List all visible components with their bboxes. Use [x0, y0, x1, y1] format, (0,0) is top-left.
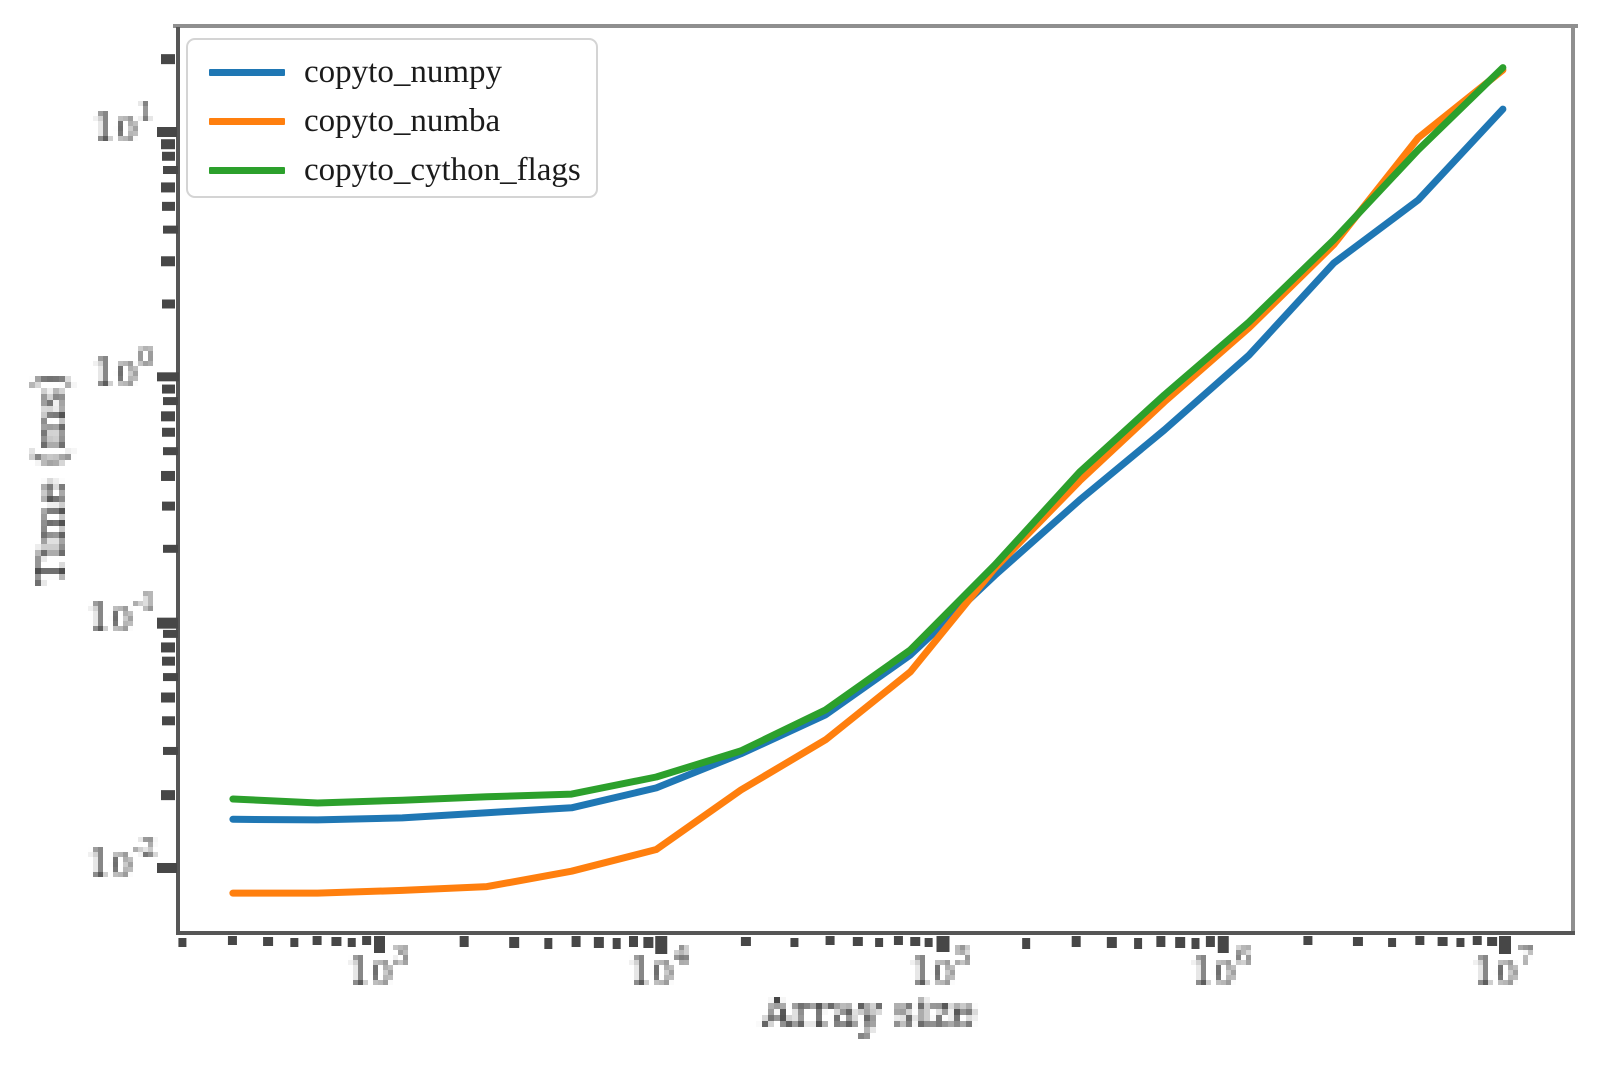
series-line-copyto_cython_flags [229, 64, 1507, 807]
x-axis-title [756, 973, 984, 1051]
y-minor-tick [161, 470, 175, 481]
y-minor-tick [163, 397, 178, 406]
x-minor-tick [509, 937, 520, 948]
x-minor-tick [1388, 938, 1397, 947]
legend-label: copyto_cython_flags [304, 152, 581, 188]
series-lines [229, 64, 1507, 897]
x-tick-label-10e3 [342, 939, 418, 1005]
legend-line-swatch-cython-flags [209, 167, 285, 174]
y-minor-tick [163, 629, 178, 638]
x-minor-tick [893, 936, 903, 945]
y-major-tick [157, 617, 178, 629]
y-minor-tick [162, 501, 175, 511]
x-minor-tick [1156, 936, 1166, 947]
x-minor-tick [1106, 937, 1117, 948]
y-minor-tick [161, 411, 175, 422]
x-minor-tick [571, 936, 581, 947]
y-minor-tick [161, 256, 175, 267]
series-line-copyto_numba [229, 66, 1507, 897]
y-minor-tick [162, 384, 175, 394]
x-minor-tick [790, 938, 799, 947]
y-axis-title [11, 364, 89, 592]
x-minor-tick [1175, 937, 1186, 948]
legend-item-copyto-cython-flags: copyto_cython_flags [209, 146, 596, 195]
legend-label: copyto_numba [304, 103, 501, 139]
y-minor-tick [162, 151, 175, 161]
plot-frame [173, 24, 1578, 935]
x-minor-tick [825, 936, 835, 945]
x-minor-tick [1303, 936, 1313, 945]
legend-line-swatch-numba [209, 118, 285, 125]
x-minor-tick [1352, 937, 1363, 946]
y-minor-tick [163, 447, 178, 456]
x-minor-tick [875, 938, 884, 947]
y-tick-label-10e-2 [83, 831, 163, 897]
y-major-tick [157, 372, 179, 382]
x-minor-tick [1456, 938, 1465, 947]
y-minor-tick [163, 166, 178, 175]
y-minor-tick [163, 746, 178, 755]
x-minor-tick [290, 938, 299, 947]
x-minor-tick [1415, 936, 1425, 945]
x-minor-tick [312, 936, 322, 945]
legend: copyto_numpy copyto_numba copyto_cython_… [186, 38, 598, 198]
y-minor-tick [162, 299, 175, 309]
x-minor-tick [1071, 936, 1081, 947]
y-minor-tick [163, 225, 178, 234]
x-minor-tick [740, 937, 751, 946]
y-tick-label-10e-1 [83, 586, 163, 652]
y-tick-label-10e1 [88, 95, 163, 161]
x-minor-tick [1134, 938, 1143, 949]
series-line-copyto_numpy [229, 105, 1507, 824]
x-minor-tick [178, 938, 187, 947]
x-tick-label-10e6 [1186, 939, 1262, 1005]
y-minor-tick [163, 673, 178, 682]
y-major-tick [157, 127, 177, 137]
x-minor-tick [1437, 937, 1448, 946]
y-minor-tick [162, 427, 175, 437]
y-minor-tick [161, 182, 175, 193]
y-minor-tick [161, 54, 175, 65]
x-minor-tick [852, 937, 863, 946]
legend-item-copyto-numpy: copyto_numpy [209, 48, 596, 97]
y-minor-tick [162, 201, 175, 211]
y-minor-tick [161, 139, 175, 150]
x-minor-tick [544, 938, 553, 949]
x-minor-tick [263, 937, 274, 946]
x-minor-tick [227, 936, 237, 945]
y-minor-tick [161, 642, 175, 653]
y-minor-tick [162, 716, 175, 726]
y-minor-tick [163, 544, 178, 553]
x-minor-tick [612, 938, 621, 949]
legend-item-copyto-numba: copyto_numba [209, 97, 596, 146]
x-minor-tick [459, 936, 469, 947]
x-minor-tick [331, 937, 342, 946]
y-major-tick [157, 862, 177, 873]
y-minor-tick [161, 790, 175, 801]
x-tick-label-10e7 [1467, 939, 1543, 1005]
legend-line-swatch-numpy [209, 69, 285, 76]
x-tick-label-10e4 [623, 939, 699, 1005]
y-minor-tick [161, 692, 175, 703]
x-minor-tick [1022, 938, 1031, 949]
legend-label: copyto_numpy [304, 54, 502, 90]
x-minor-tick [593, 937, 604, 948]
y-minor-tick [162, 656, 175, 666]
y-tick-label-10e0 [88, 340, 163, 406]
